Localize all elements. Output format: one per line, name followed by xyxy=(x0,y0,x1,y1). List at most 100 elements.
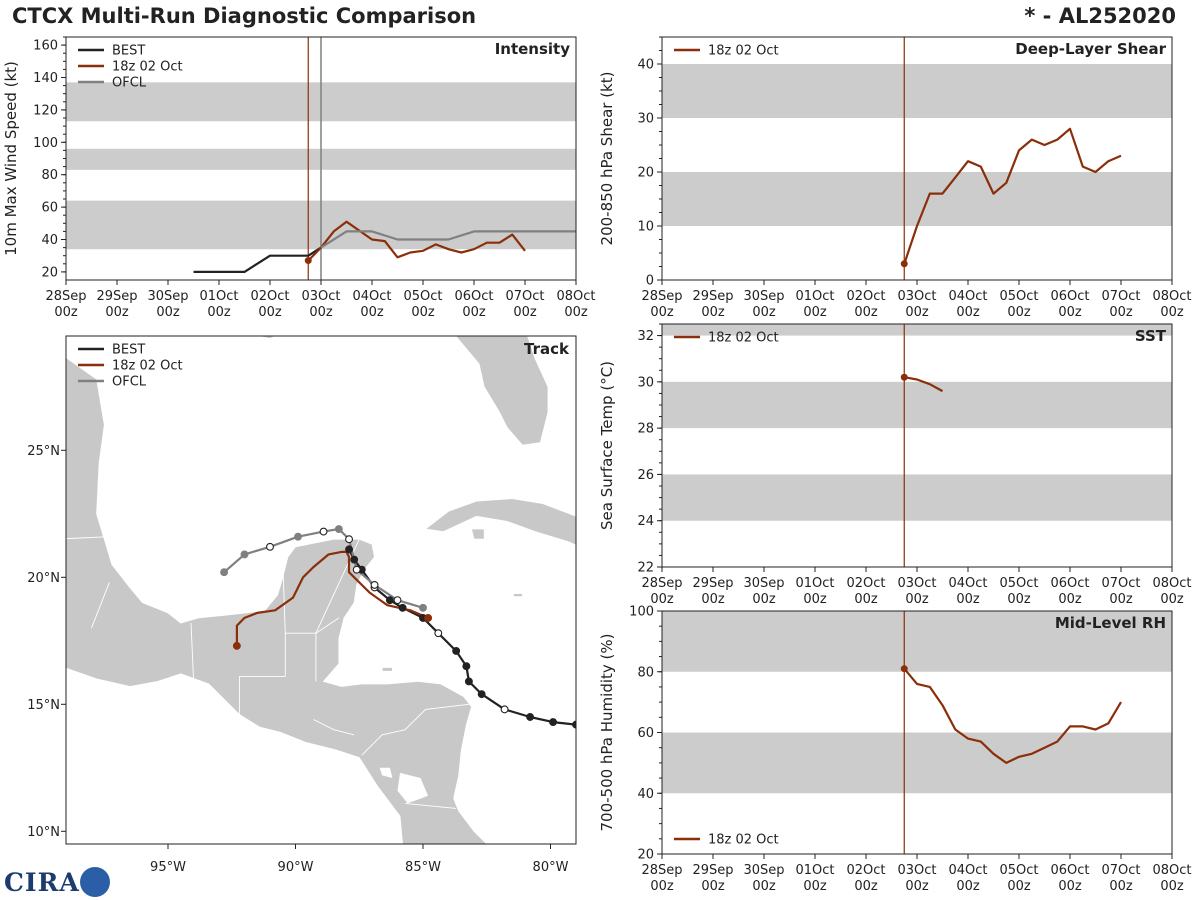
track-ytick-label: 20°N xyxy=(27,571,60,586)
sst-xtick-label: 03Oct xyxy=(897,576,936,591)
rh-ylabel: 700-500 hPa Humidity (%) xyxy=(598,633,616,831)
track-point-ofcl xyxy=(266,542,274,551)
sst-panel: 22242628303228Sep00z29Sep00z30Sep00z01Oc… xyxy=(598,323,1192,607)
intensity-ytick-label: 100 xyxy=(33,136,58,151)
sst-xtick-label: 05Oct xyxy=(999,576,1038,591)
shear-ylabel: 200-850 hPa Shear (kt) xyxy=(598,72,616,246)
track-point-ofcl xyxy=(352,565,361,574)
intensity-xtick-label: 00z xyxy=(207,305,231,320)
intensity-ylabel: 10m Max Wind Speed (kt) xyxy=(2,61,20,256)
intensity-title: Intensity xyxy=(495,40,571,58)
track-point-best xyxy=(385,596,394,605)
track-point-best xyxy=(464,677,473,686)
track-legend-label: 18z 02 Oct xyxy=(112,359,183,374)
sst-xtick-label: 00z xyxy=(1160,592,1184,607)
rh-xtick-label: 01Oct xyxy=(795,863,834,878)
intensity-ytick-label: 40 xyxy=(41,233,58,248)
rh-series-run xyxy=(903,667,1122,765)
track-xtick-label: 80°W xyxy=(533,860,569,875)
intensity-legend-label: OFCL xyxy=(112,76,147,91)
shear-xtick-label: 05Oct xyxy=(999,289,1038,304)
intensity-panel: 2040608010012014016028Sep00z29Sep00z30Se… xyxy=(2,36,596,320)
land-cuba xyxy=(424,498,576,546)
intensity-xtick-label: 28Sep xyxy=(45,289,86,304)
rh-xtick-label: 00z xyxy=(854,879,878,894)
sst-ytick-label: 24 xyxy=(637,514,654,529)
intensity-ytick-label: 120 xyxy=(33,103,58,118)
rh-xtick-label: 00z xyxy=(803,879,827,894)
rh-xtick-label: 00z xyxy=(1058,879,1082,894)
rh-xtick-label: 00z xyxy=(1007,879,1031,894)
intensity-legend-label: 18z 02 Oct xyxy=(112,60,183,75)
land-cayman xyxy=(513,593,523,597)
intensity-xtick-label: 03Oct xyxy=(301,289,340,304)
sst-xtick-label: 00z xyxy=(1007,592,1031,607)
border-veracruz-north xyxy=(66,536,110,540)
border-el-salvador xyxy=(313,719,355,736)
rh-title: Mid-Level RH xyxy=(1055,614,1166,632)
rh-xtick-label: 02Oct xyxy=(846,863,885,878)
intensity-legend-label: BEST xyxy=(112,44,145,59)
sst-xtick-label: 04Oct xyxy=(948,576,987,591)
track-point-best xyxy=(477,690,486,699)
track-legend-label: OFCL xyxy=(112,375,147,390)
sst-xtick-label: 08Oct xyxy=(1152,576,1191,591)
rh-panel: 2040608010028Sep00z29Sep00z30Sep00z01Oct… xyxy=(598,605,1192,895)
intensity-ytick-label: 20 xyxy=(41,265,58,280)
sst-xtick-label: 01Oct xyxy=(795,576,834,591)
intensity-series-run xyxy=(307,220,526,262)
rh-xtick-label: 07Oct xyxy=(1101,863,1140,878)
track-point-best xyxy=(452,647,461,655)
shear-xtick-label: 00z xyxy=(854,305,878,320)
shear-xtick-label: 08Oct xyxy=(1152,289,1191,304)
rh-xtick-label: 00z xyxy=(1109,879,1133,894)
track-point-best xyxy=(462,662,471,671)
sst-ylabel: Sea Surface Temp (°C) xyxy=(598,361,616,530)
track-line-run xyxy=(235,550,429,646)
rh-xtick-label: 05Oct xyxy=(999,863,1038,878)
shear-xtick-label: 29Sep xyxy=(692,289,733,304)
land-isla-juventud xyxy=(470,528,485,540)
shear-init-marker xyxy=(900,260,908,268)
sst-xtick-label: 00z xyxy=(701,592,725,607)
intensity-xtick-label: 06Oct xyxy=(454,289,493,304)
sst-xtick-label: 07Oct xyxy=(1101,576,1140,591)
sst-xtick-label: 00z xyxy=(1109,592,1133,607)
border-belize xyxy=(315,617,340,634)
shear-xtick-label: 30Sep xyxy=(743,289,784,304)
shear-xtick-label: 00z xyxy=(1058,305,1082,320)
track-point-best xyxy=(398,603,407,612)
shear-xtick-label: 06Oct xyxy=(1050,289,1089,304)
rh-xtick-label: 30Sep xyxy=(743,863,784,878)
sst-legend-label: 18z 02 Oct xyxy=(708,331,779,346)
intensity-xtick-label: 00z xyxy=(105,305,129,320)
track-ytick-label: 15°N xyxy=(27,698,60,713)
track-point-ofcl xyxy=(419,603,427,612)
track-point-ofcl xyxy=(393,596,402,605)
sst-band xyxy=(662,474,1172,521)
sst-ytick-label: 30 xyxy=(637,375,654,390)
intensity-xtick-label: 00z xyxy=(411,305,435,320)
track-point-best xyxy=(434,629,443,638)
lake-nicaragua xyxy=(397,772,429,804)
track-frame xyxy=(65,335,577,845)
rh-ytick-label: 20 xyxy=(637,848,654,863)
intensity-ytick-label: 60 xyxy=(41,201,58,216)
shear-ytick-label: 10 xyxy=(637,220,654,235)
shear-ytick-label: 20 xyxy=(637,166,654,181)
logo-text: CIRA xyxy=(4,867,80,897)
rh-ytick-label: 40 xyxy=(637,787,654,802)
track-point-ofcl xyxy=(370,580,379,589)
track-point-ofcl xyxy=(345,535,353,544)
track-point-ofcl xyxy=(220,568,229,577)
shear-xtick-label: 00z xyxy=(956,305,980,320)
sst-band xyxy=(662,381,1172,429)
track-title: Track xyxy=(524,340,570,358)
shear-legend-label: 18z 02 Oct xyxy=(708,44,779,59)
intensity-xtick-label: 00z xyxy=(309,305,333,320)
intensity-xtick-label: 00z xyxy=(54,305,78,320)
lake-managua xyxy=(379,767,393,778)
sst-xtick-label: 00z xyxy=(803,592,827,607)
sst-xtick-label: 00z xyxy=(905,592,929,607)
